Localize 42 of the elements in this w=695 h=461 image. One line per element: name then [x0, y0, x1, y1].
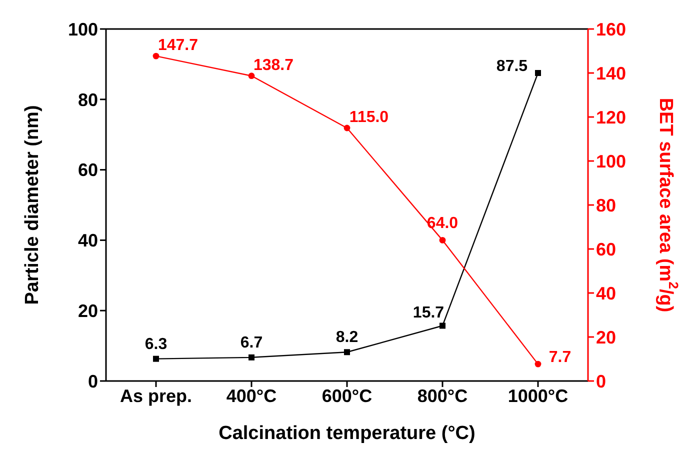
data-label: 8.2 [336, 329, 358, 346]
y2-tick-label: 160 [596, 19, 626, 40]
y2-tick-label: 80 [596, 195, 616, 216]
y2-tick-label: 0 [596, 371, 606, 392]
y-tick-label: 40 [78, 230, 98, 251]
point [535, 70, 541, 76]
data-label: 64.0 [426, 215, 458, 232]
point [534, 360, 542, 368]
y-tick-label: 80 [78, 90, 98, 110]
point [344, 124, 350, 132]
x-axis-title: Calcination temperature (°C) [218, 423, 476, 444]
y-tick-label: 20 [78, 300, 98, 321]
x-tick-label: As prep. [120, 386, 192, 406]
x-tick-label: 400°C [226, 386, 277, 406]
x-tick-label: 600°C [322, 386, 372, 406]
data-label: 7.7 [548, 349, 572, 366]
point [152, 52, 160, 60]
data-label: 6.3 [144, 336, 168, 353]
point [440, 322, 446, 329]
y2-tick-label: 20 [596, 327, 616, 348]
y2-tick-label: 140 [596, 63, 626, 84]
x-tick-label: 1000°C [508, 386, 568, 406]
y-tick-label: 60 [78, 160, 98, 180]
point [248, 72, 255, 80]
data-label: 15.7 [412, 304, 444, 322]
data-label: 87.5 [496, 58, 528, 75]
y2-tick-label: 40 [596, 283, 616, 304]
y-axis-title: Particle diameter (nm) [22, 105, 42, 305]
y2-tick-label: 60 [596, 239, 616, 260]
data-label: 6.7 [240, 334, 263, 352]
y-tick-label: 100 [68, 19, 98, 40]
y2-tick-label: 120 [596, 107, 626, 128]
x-tick-label: 800°C [417, 386, 468, 406]
data-label: 115.0 [349, 109, 389, 126]
data-label: 138.7 [253, 56, 294, 74]
point [153, 356, 159, 362]
point [248, 354, 254, 360]
point [344, 349, 350, 356]
point [439, 237, 446, 244]
y-tick-label: 0 [88, 371, 98, 392]
y2-tick-label: 100 [596, 151, 626, 172]
data-label: 147.7 [158, 37, 198, 54]
